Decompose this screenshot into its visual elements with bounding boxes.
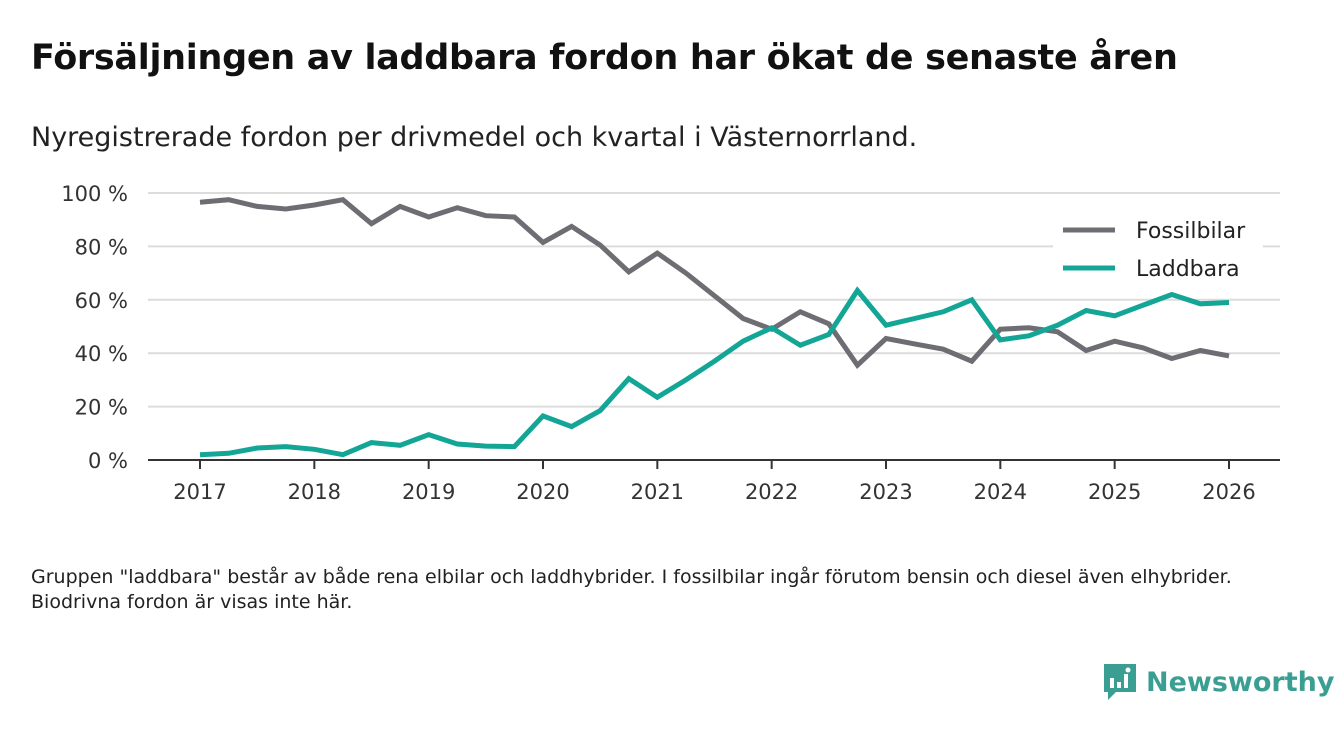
x-tick-label: 2021 xyxy=(631,480,684,504)
x-tick-label: 2024 xyxy=(974,480,1027,504)
x-tick-label: 2019 xyxy=(402,480,455,504)
x-tick-label: 2017 xyxy=(173,480,226,504)
legend-label: Fossilbilar xyxy=(1136,219,1246,244)
y-tick-label: 0 % xyxy=(88,449,128,473)
y-tick-label: 60 % xyxy=(75,289,128,313)
series-line-fossilbilar xyxy=(199,197,1230,370)
brand-name: Newsworthy xyxy=(1146,666,1335,698)
newsworthy-logo: Newsworthy xyxy=(1102,662,1334,702)
y-tick-label: 40 % xyxy=(75,342,128,366)
x-tick-label: 2026 xyxy=(1202,480,1255,504)
y-tick-label: 20 % xyxy=(75,396,128,420)
x-tick-label: 2018 xyxy=(288,480,341,504)
series-line-laddbara xyxy=(199,286,1230,458)
footnote: Gruppen "laddbara" består av både rena e… xyxy=(31,566,1232,613)
y-tick-label: 100 % xyxy=(61,182,128,206)
chart-title: Försäljningen av laddbara fordon har öka… xyxy=(31,38,1178,78)
legend-background xyxy=(1053,210,1263,290)
legend-label: Laddbara xyxy=(1136,257,1240,282)
x-tick-label: 2020 xyxy=(516,480,569,504)
x-tick-label: 2022 xyxy=(745,480,798,504)
x-tick-label: 2023 xyxy=(859,480,912,504)
x-tick-label: 2025 xyxy=(1088,480,1141,504)
newsworthy-logo-icon xyxy=(1104,664,1136,700)
chart-subtitle: Nyregistrerade fordon per drivmedel och … xyxy=(31,122,918,153)
y-tick-label: 80 % xyxy=(75,235,128,259)
